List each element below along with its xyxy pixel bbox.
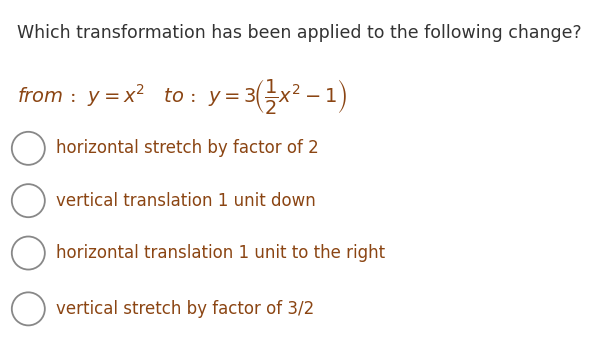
Text: Which transformation has been applied to the following change?: Which transformation has been applied to… xyxy=(17,24,581,43)
Text: horizontal translation 1 unit to the right: horizontal translation 1 unit to the rig… xyxy=(56,244,385,262)
Text: vertical translation 1 unit down: vertical translation 1 unit down xyxy=(56,192,316,210)
Text: vertical stretch by factor of 3/2: vertical stretch by factor of 3/2 xyxy=(56,300,314,318)
Text: horizontal stretch by factor of 2: horizontal stretch by factor of 2 xyxy=(56,139,319,157)
Text: $\mathit{from}$ :  $y = x^2$   $\mathit{to}$ :  $y = 3\!\left(\dfrac{1}{2}x^2 - : $\mathit{from}$ : $y = x^2$ $\mathit{to}… xyxy=(17,77,347,116)
